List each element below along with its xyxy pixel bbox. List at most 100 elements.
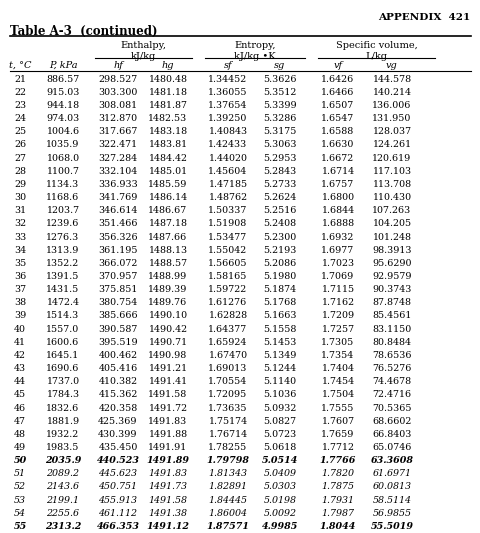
Text: 1491.73: 1491.73: [148, 482, 187, 491]
Text: 1.6672: 1.6672: [321, 154, 354, 163]
Text: 2199.1: 2199.1: [47, 496, 79, 505]
Text: 26: 26: [14, 141, 26, 149]
Text: 27: 27: [14, 154, 26, 163]
Text: 87.8748: 87.8748: [372, 298, 411, 308]
Text: 90.3743: 90.3743: [372, 285, 411, 294]
Text: 78.6536: 78.6536: [372, 351, 411, 360]
Text: 974.03: 974.03: [46, 114, 80, 123]
Text: 1491.21: 1491.21: [148, 364, 187, 373]
Text: 1.7504: 1.7504: [321, 390, 354, 399]
Text: 1483.18: 1483.18: [148, 127, 187, 136]
Text: 98.3913: 98.3913: [372, 246, 411, 255]
Text: APPENDIX  421: APPENDIX 421: [377, 13, 469, 22]
Text: 5.3626: 5.3626: [263, 75, 296, 84]
Text: Enthalpy,
kJ/kg: Enthalpy, kJ/kg: [120, 41, 166, 61]
Text: 107.263: 107.263: [372, 206, 411, 215]
Text: 1.6757: 1.6757: [321, 180, 354, 189]
Text: 22: 22: [14, 88, 26, 97]
Text: 5.0092: 5.0092: [263, 509, 296, 518]
Text: 1881.9: 1881.9: [47, 417, 79, 426]
Text: 1.61276: 1.61276: [208, 298, 247, 308]
Text: 1491.88: 1491.88: [148, 430, 187, 439]
Text: 5.0932: 5.0932: [263, 403, 296, 413]
Text: 1.7607: 1.7607: [321, 417, 354, 426]
Text: 124.261: 124.261: [372, 141, 411, 149]
Text: 1.7555: 1.7555: [321, 403, 354, 413]
Text: 2089.2: 2089.2: [47, 470, 79, 478]
Text: 43: 43: [14, 364, 26, 373]
Text: 34: 34: [14, 246, 26, 255]
Text: 450.751: 450.751: [98, 482, 137, 491]
Text: 23: 23: [14, 101, 26, 110]
Text: 1490.71: 1490.71: [148, 338, 187, 347]
Text: 5.3399: 5.3399: [263, 101, 296, 110]
Text: 46: 46: [14, 403, 26, 413]
Text: 1.7987: 1.7987: [321, 509, 354, 518]
Text: 317.667: 317.667: [98, 127, 137, 136]
Text: 1.6888: 1.6888: [321, 220, 354, 229]
Text: 53: 53: [14, 496, 26, 505]
Text: 435.450: 435.450: [98, 443, 137, 452]
Text: 2035.9: 2035.9: [45, 456, 81, 465]
Text: 303.300: 303.300: [98, 88, 137, 97]
Text: 1.7820: 1.7820: [321, 470, 354, 478]
Text: 1482.53: 1482.53: [148, 114, 187, 123]
Text: 1.39250: 1.39250: [208, 114, 247, 123]
Text: 55.5019: 55.5019: [370, 522, 413, 531]
Text: 1491.89: 1491.89: [146, 456, 189, 465]
Text: 405.416: 405.416: [98, 364, 137, 373]
Text: 1490.10: 1490.10: [148, 311, 187, 320]
Text: 1276.3: 1276.3: [46, 232, 80, 241]
Text: 45: 45: [14, 390, 26, 399]
Text: 1.87571: 1.87571: [206, 522, 249, 531]
Text: 95.6290: 95.6290: [372, 259, 411, 268]
Text: 327.284: 327.284: [98, 154, 137, 163]
Text: 1.7069: 1.7069: [321, 272, 354, 281]
Text: 1.76714: 1.76714: [208, 430, 247, 439]
Text: 445.623: 445.623: [98, 470, 137, 478]
Text: 113.708: 113.708: [372, 180, 411, 189]
Text: 74.4678: 74.4678: [372, 377, 411, 386]
Text: 140.214: 140.214: [372, 88, 411, 97]
Text: 55: 55: [13, 522, 26, 531]
Text: 2143.6: 2143.6: [47, 482, 79, 491]
Text: 1.50337: 1.50337: [208, 206, 247, 215]
Text: 41: 41: [14, 338, 26, 347]
Text: 44: 44: [14, 377, 26, 386]
Text: 1932.2: 1932.2: [46, 430, 80, 439]
Text: 5.3063: 5.3063: [263, 141, 296, 149]
Text: 1489.39: 1489.39: [148, 285, 187, 294]
Text: 1645.1: 1645.1: [46, 351, 80, 360]
Text: 1.42433: 1.42433: [208, 141, 247, 149]
Text: 1488.57: 1488.57: [148, 259, 187, 268]
Text: 5.0723: 5.0723: [263, 430, 296, 439]
Text: 1.37654: 1.37654: [208, 101, 247, 110]
Text: 30: 30: [14, 193, 26, 202]
Text: 1491.58: 1491.58: [148, 496, 187, 505]
Text: 49: 49: [14, 443, 26, 452]
Text: 1600.6: 1600.6: [46, 338, 80, 347]
Text: 5.1140: 5.1140: [263, 377, 296, 386]
Text: 1352.2: 1352.2: [46, 259, 80, 268]
Text: 5.1980: 5.1980: [263, 272, 296, 281]
Text: 1.53477: 1.53477: [208, 232, 247, 241]
Text: 1.7305: 1.7305: [321, 338, 354, 347]
Text: 1168.6: 1168.6: [46, 193, 80, 202]
Text: 380.754: 380.754: [98, 298, 137, 308]
Text: 944.18: 944.18: [47, 101, 79, 110]
Text: 24: 24: [14, 114, 26, 123]
Text: 35: 35: [14, 259, 26, 268]
Text: 4.9985: 4.9985: [261, 522, 298, 531]
Text: 37: 37: [14, 285, 26, 294]
Text: 1485.59: 1485.59: [148, 180, 187, 189]
Text: 5.1874: 5.1874: [263, 285, 296, 294]
Text: 1.62828: 1.62828: [208, 311, 247, 320]
Text: 1.7659: 1.7659: [321, 430, 354, 439]
Text: 361.195: 361.195: [98, 246, 137, 255]
Text: 58.5114: 58.5114: [372, 496, 411, 505]
Text: 1472.4: 1472.4: [47, 298, 79, 308]
Text: 308.081: 308.081: [98, 101, 137, 110]
Text: 1.36055: 1.36055: [208, 88, 247, 97]
Text: 1.79798: 1.79798: [206, 456, 249, 465]
Text: 1.6426: 1.6426: [321, 75, 354, 84]
